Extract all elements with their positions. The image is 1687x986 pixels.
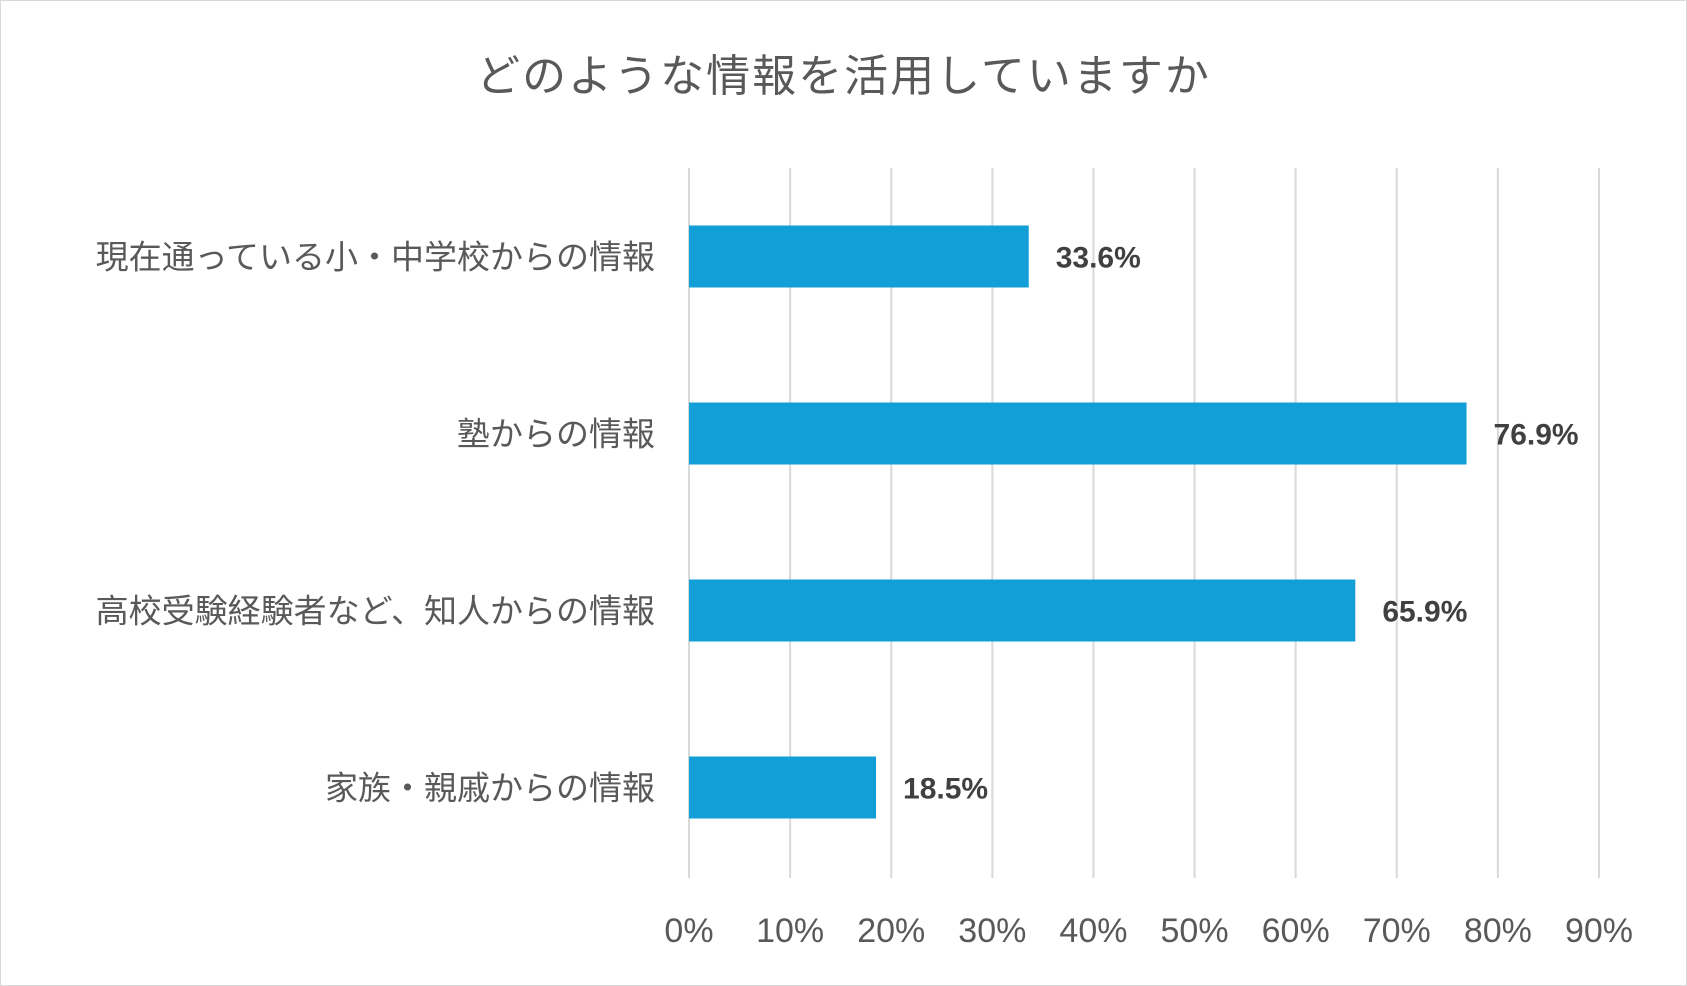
bar [689, 402, 1467, 465]
x-tick-label: 80% [1464, 912, 1532, 950]
x-tick-label: 30% [958, 912, 1026, 950]
x-tick-label: 40% [1059, 912, 1127, 950]
category-label: 高校受験経験者など、知人からの情報 [96, 592, 655, 631]
bar [689, 225, 1029, 288]
category-label: 現在通っている小・中学校からの情報 [96, 238, 655, 277]
x-tick-label: 10% [756, 912, 824, 950]
x-tick-label: 90% [1565, 912, 1633, 950]
data-label: 33.6% [1056, 242, 1141, 275]
data-label: 65.9% [1382, 596, 1467, 629]
x-tick-label: 60% [1262, 912, 1330, 950]
x-tick-label: 20% [857, 912, 925, 950]
x-tick-label: 0% [664, 912, 713, 950]
data-label: 76.9% [1494, 419, 1579, 452]
category-label: 塾からの情報 [457, 415, 655, 454]
bar [689, 756, 877, 819]
x-tick-label: 70% [1363, 912, 1431, 950]
category-label: 家族・親戚からの情報 [325, 769, 655, 808]
data-label: 18.5% [903, 773, 988, 806]
x-tick-label: 50% [1161, 912, 1229, 950]
bar [689, 579, 1356, 642]
chart-title: どのような情報を活用していますか [476, 51, 1211, 102]
